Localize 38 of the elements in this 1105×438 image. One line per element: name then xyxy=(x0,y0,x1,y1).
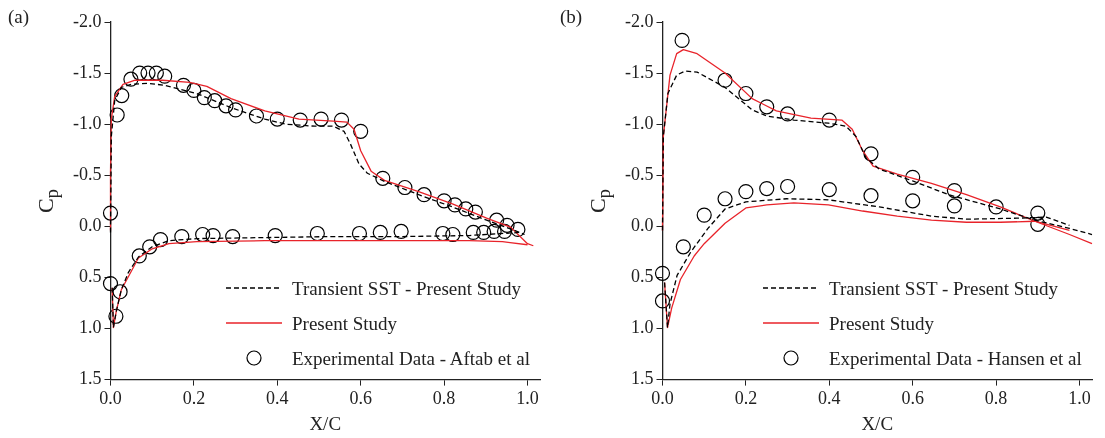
y-tick-label: 0.0 xyxy=(78,215,102,236)
y-tick-label: 0.5 xyxy=(630,266,654,287)
legend-label: Transient SST - Present Study xyxy=(292,276,522,301)
legend-label: Present Study xyxy=(292,311,398,336)
y-tick-label: -1.5 xyxy=(624,61,654,82)
x-tick-label: 0.8 xyxy=(984,388,1008,409)
x-tick-label: 0.2 xyxy=(734,388,758,409)
y-tick-label: -1.0 xyxy=(72,112,102,133)
x-tick-label: 0.8 xyxy=(432,388,456,409)
x-tick-label: 1.0 xyxy=(1068,388,1091,409)
chart-title: (a) xyxy=(8,6,30,28)
y-tick-label: 1.5 xyxy=(78,368,102,389)
x-axis-title: X/C xyxy=(309,412,342,434)
x-tick-label: 0.2 xyxy=(182,388,206,409)
y-tick-label: -1.0 xyxy=(624,112,654,133)
x-tick-label: 0.6 xyxy=(901,388,924,409)
x-tick-label: 0.4 xyxy=(266,388,289,409)
y-tick-label: 1.5 xyxy=(630,368,654,389)
y-tick-label: -0.5 xyxy=(72,163,102,184)
y-tick-label: 1.0 xyxy=(78,317,102,338)
x-tick-label: 1.0 xyxy=(516,388,539,409)
x-axis-title: X/C xyxy=(861,412,894,434)
x-tick-label: 0.4 xyxy=(818,388,841,409)
y-tick-label: -2.0 xyxy=(72,10,102,31)
legend-label: Present Study xyxy=(829,311,935,336)
y-tick-label: -0.5 xyxy=(624,163,654,184)
legend-label: Experimental Data - Aftab et al xyxy=(292,346,530,371)
legend-label: Transient SST - Present Study xyxy=(829,276,1059,301)
chart-title: (b) xyxy=(560,6,583,28)
x-tick-label: 0.0 xyxy=(99,388,122,409)
x-tick-label: 0.6 xyxy=(349,388,372,409)
y-tick-label: 1.0 xyxy=(630,317,654,338)
y-tick-label: -2.0 xyxy=(624,10,654,31)
y-tick-label: 0.0 xyxy=(630,215,654,236)
y-tick-label: -1.5 xyxy=(72,61,102,82)
legend-label: Experimental Data - Hansen et al xyxy=(829,346,1082,371)
y-tick-label: 0.5 xyxy=(78,266,102,287)
x-tick-label: 0.0 xyxy=(651,388,674,409)
